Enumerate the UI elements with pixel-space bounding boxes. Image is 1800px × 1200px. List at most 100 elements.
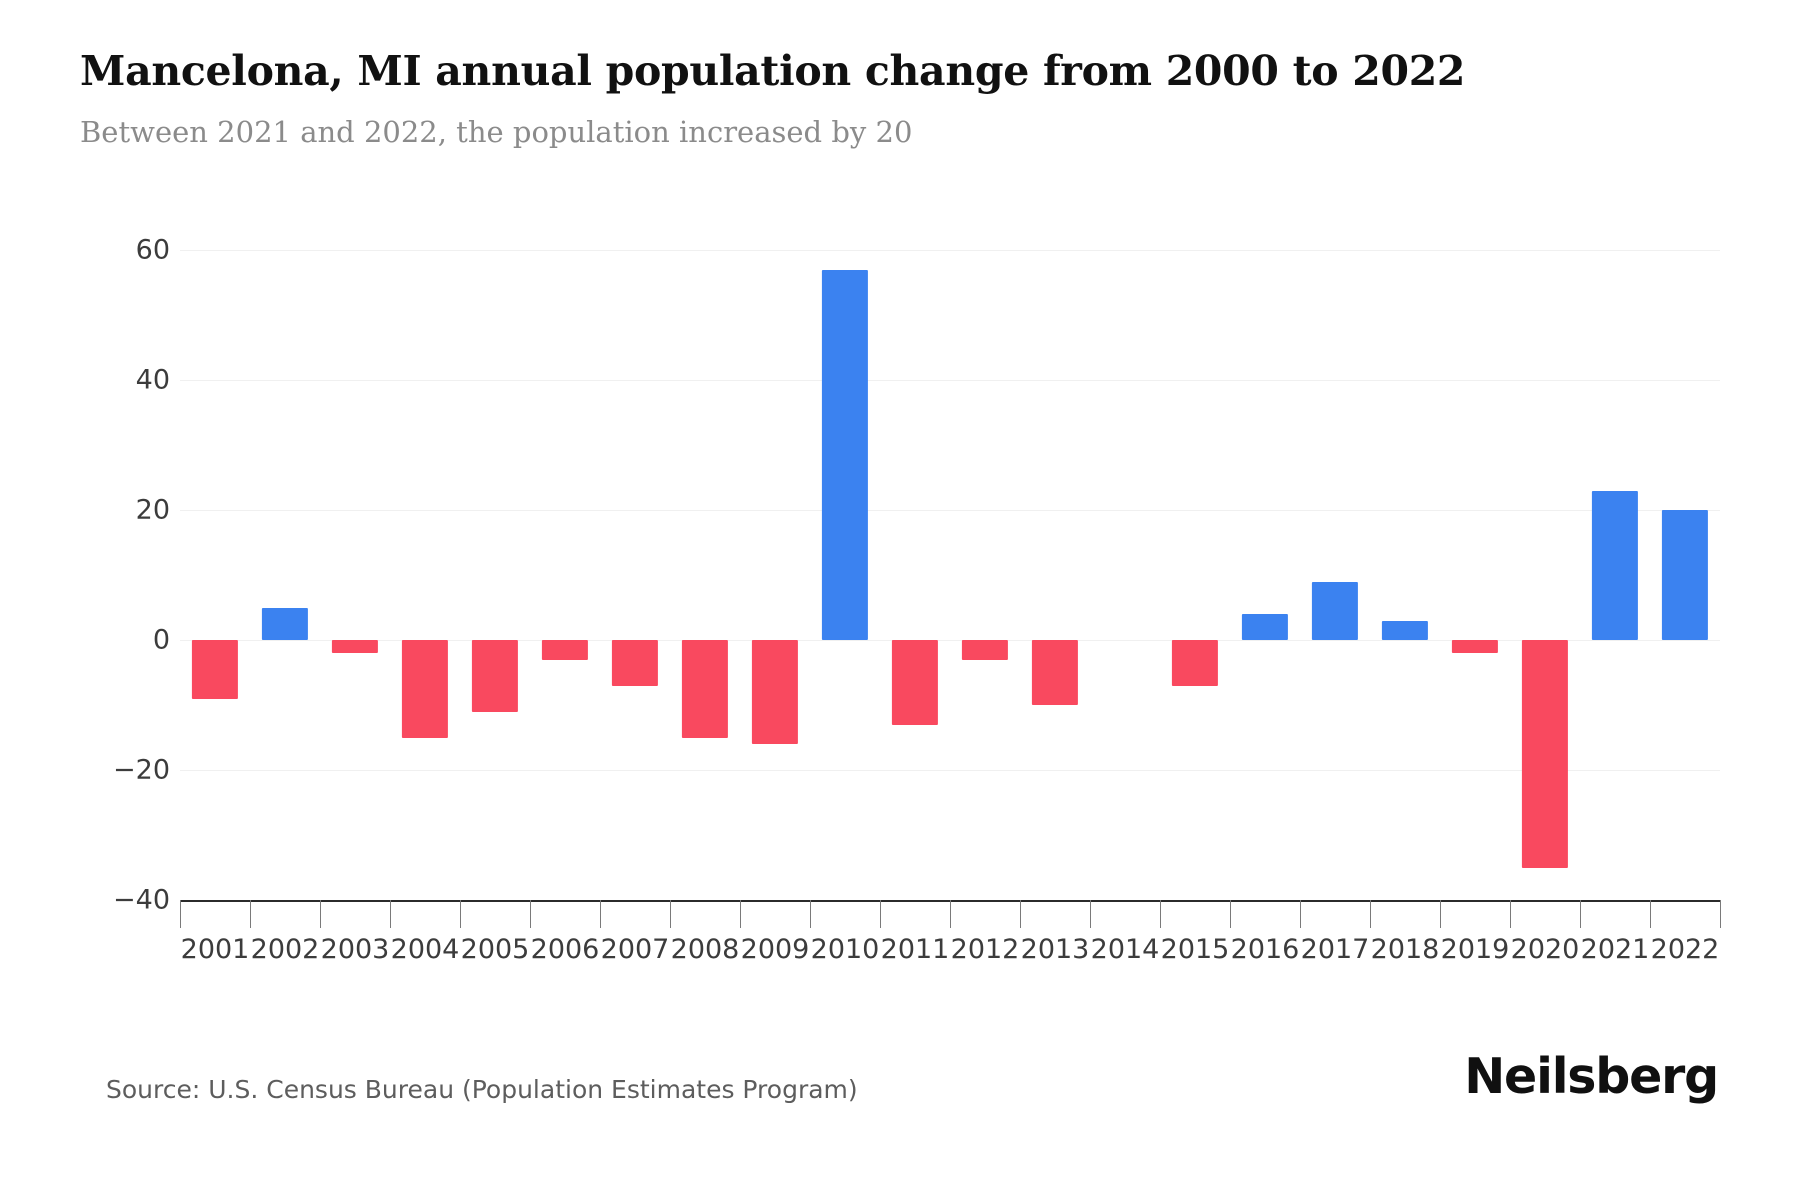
x-label-slot: 2019 (1440, 934, 1510, 965)
x-tick-label-2008: 2008 (670, 934, 740, 965)
bar-2003[interactable] (331, 640, 379, 653)
source-note: Source: U.S. Census Bureau (Population E… (106, 1075, 858, 1104)
x-label-slot: 2003 (320, 934, 390, 965)
x-tick-label-2007: 2007 (600, 934, 670, 965)
bar-slot (1020, 250, 1090, 900)
bar-slot (530, 250, 600, 900)
bar-2015[interactable] (1171, 640, 1219, 686)
bar-slot (670, 250, 740, 900)
bar-2001[interactable] (191, 640, 239, 699)
bar-slot (1370, 250, 1440, 900)
page-title: Mancelona, MI annual population change f… (80, 47, 1466, 95)
bar-2011[interactable] (891, 640, 939, 725)
y-tick-label: 40 (135, 364, 170, 396)
x-tick-label-2020: 2020 (1510, 934, 1580, 965)
gridline (180, 640, 1720, 641)
chart-subtitle: Between 2021 and 2022, the population in… (80, 115, 913, 150)
bar-2004[interactable] (401, 640, 449, 738)
grid-area (180, 250, 1720, 902)
y-tick-label: −40 (113, 884, 170, 916)
x-tick-mark (390, 900, 391, 928)
y-tick-label: −20 (113, 754, 170, 786)
bar-2018[interactable] (1381, 620, 1429, 640)
x-label-slot: 2007 (600, 934, 670, 965)
bar-2019[interactable] (1451, 640, 1499, 653)
bar-slot (1510, 250, 1580, 900)
bar-2016[interactable] (1241, 614, 1289, 640)
x-label-slot: 2022 (1650, 934, 1720, 965)
x-tick-label-2016: 2016 (1230, 934, 1300, 965)
x-label-slot: 2016 (1230, 934, 1300, 965)
bar-2012[interactable] (961, 640, 1009, 660)
bar-slot (1580, 250, 1650, 900)
x-tick-label-2003: 2003 (320, 934, 390, 965)
y-tick-label: 0 (152, 624, 170, 656)
bar-slot (1300, 250, 1370, 900)
x-tick-label-2022: 2022 (1650, 934, 1720, 965)
bar-slot (1160, 250, 1230, 900)
x-label-slot: 2011 (880, 934, 950, 965)
x-tick-label-2010: 2010 (810, 934, 880, 965)
bar-slot (880, 250, 950, 900)
x-tick-mark (880, 900, 881, 928)
bar-2008[interactable] (681, 640, 729, 738)
bar-2010[interactable] (821, 269, 869, 640)
x-tick-mark (950, 900, 951, 928)
bar-2013[interactable] (1031, 640, 1079, 705)
x-tick-mark (1230, 900, 1231, 928)
bar-2022[interactable] (1661, 510, 1709, 640)
bar-2021[interactable] (1591, 490, 1639, 640)
x-label-slot: 2018 (1370, 934, 1440, 965)
x-tick-mark (1720, 900, 1721, 928)
x-tick-label-2021: 2021 (1580, 934, 1650, 965)
x-tick-label-2002: 2002 (250, 934, 320, 965)
x-axis: 2001 2002 2003 2004 2005 2006 2007 2008 2009 2010… (180, 900, 1721, 1000)
bar-2009[interactable] (751, 640, 799, 744)
bar-2017[interactable] (1311, 581, 1359, 640)
chart-header: Mancelona, MI annual population change f… (80, 47, 1720, 150)
x-label-slot: 2006 (530, 934, 600, 965)
x-tick-mark (670, 900, 671, 928)
x-label-slot: 2014 (1090, 934, 1160, 965)
x-label-slot: 2004 (390, 934, 460, 965)
bar-slot (810, 250, 880, 900)
x-tick-label-2019: 2019 (1440, 934, 1510, 965)
x-tick-label-2013: 2013 (1020, 934, 1090, 965)
x-label-slot: 2010 (810, 934, 880, 965)
x-tick-mark (530, 900, 531, 928)
x-tick-mark (250, 900, 251, 928)
x-tick-label-2004: 2004 (390, 934, 460, 965)
x-label-slot: 2008 (670, 934, 740, 965)
gridline (180, 250, 1720, 251)
bar-2002[interactable] (261, 607, 309, 640)
x-tick-label-2011: 2011 (880, 934, 950, 965)
x-tick-mark (1580, 900, 1581, 928)
bar-slot (1090, 250, 1160, 900)
bar-2006[interactable] (541, 640, 589, 660)
bar-slot (740, 250, 810, 900)
x-label-slot: 2012 (950, 934, 1020, 965)
x-label-slot: 2002 (250, 934, 320, 965)
bar-slot (1650, 250, 1720, 900)
brand-logo: Neilsberg (1464, 1048, 1719, 1105)
bar-slot (1440, 250, 1510, 900)
bar-slot (460, 250, 530, 900)
x-tick-mark (320, 900, 321, 928)
bar-2007[interactable] (611, 640, 659, 686)
x-tick-mark (1160, 900, 1161, 928)
bar-slot (390, 250, 460, 900)
bar-2020[interactable] (1521, 640, 1569, 868)
x-tick-label-2001: 2001 (180, 934, 250, 965)
bar-slot (250, 250, 320, 900)
x-axis-ticks (180, 900, 1721, 928)
y-tick-label: 60 (135, 234, 170, 266)
x-label-slot: 2021 (1580, 934, 1650, 965)
x-tick-label-2006: 2006 (530, 934, 600, 965)
x-tick-label-2005: 2005 (460, 934, 530, 965)
x-label-slot: 2017 (1300, 934, 1370, 965)
x-label-slot: 2009 (740, 934, 810, 965)
bar-slot (320, 250, 390, 900)
bar-series (180, 250, 1720, 900)
bar-2005[interactable] (471, 640, 519, 712)
